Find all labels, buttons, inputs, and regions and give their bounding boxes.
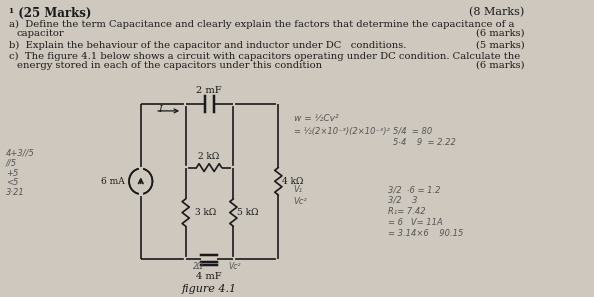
Text: (6 marks): (6 marks) [476,29,525,38]
Text: I: I [158,105,162,114]
Text: 5⋅4    9  = 2.22: 5⋅4 9 = 2.22 [393,138,456,147]
Text: (8 Marks): (8 Marks) [469,7,525,18]
Text: a)  Define the term Capacitance and clearly explain the factors that determine t: a) Define the term Capacitance and clear… [8,20,514,29]
Text: (6 marks): (6 marks) [476,61,525,70]
Text: Vc²: Vc² [293,197,307,206]
Text: 3 kΩ: 3 kΩ [195,208,216,217]
Text: Vc²: Vc² [228,263,241,271]
Text: 4 mF: 4 mF [196,272,222,281]
Text: b)  Explain the behaviour of the capacitor and inductor under DC   conditions.: b) Explain the behaviour of the capacito… [8,40,406,50]
Text: capacitor: capacitor [17,29,64,38]
Text: energy stored in each of the capacitors under this condition: energy stored in each of the capacitors … [17,61,322,70]
Text: 2Ω: 2Ω [193,263,204,271]
Text: = 3.14×6    90.15: = 3.14×6 90.15 [388,229,463,238]
Text: = 6   V= 11A: = 6 V= 11A [388,218,443,228]
Text: 3/2  ⋅6 = 1.2: 3/2 ⋅6 = 1.2 [388,185,441,194]
Text: c)  The figure 4.1 below shows a circuit with capacitors operating under DC cond: c) The figure 4.1 below shows a circuit … [8,52,520,61]
Text: R₁= 7.42: R₁= 7.42 [388,207,426,216]
Text: V₁: V₁ [293,185,303,194]
Text: figure 4.1: figure 4.1 [182,284,236,294]
Text: 3/2    3: 3/2 3 [388,196,418,205]
Text: 2 mF: 2 mF [196,86,222,95]
Text: ¹ (25 Marks): ¹ (25 Marks) [8,7,91,20]
Text: 4+3//5: 4+3//5 [6,148,35,157]
Text: 4 kΩ: 4 kΩ [282,177,304,186]
Text: 5/4  = 80: 5/4 = 80 [393,127,432,135]
Text: +5: +5 [6,169,18,178]
Text: 5 kΩ: 5 kΩ [237,208,258,217]
Text: w = ½Cv²: w = ½Cv² [293,114,338,123]
Text: = ½(2×10⁻³)(2×10⁻³)²: = ½(2×10⁻³)(2×10⁻³)² [293,127,390,135]
Text: (5 marks): (5 marks) [476,40,525,50]
Text: //5: //5 [6,159,17,168]
Text: 6 mA: 6 mA [101,177,125,186]
Text: 3·21: 3·21 [6,188,24,197]
Text: <5: <5 [6,178,18,187]
Text: 2 kΩ: 2 kΩ [198,152,220,161]
